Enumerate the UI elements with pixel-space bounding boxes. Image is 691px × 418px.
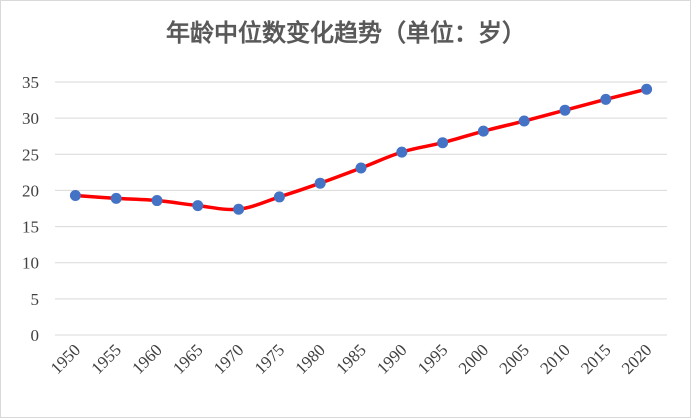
- data-point: [559, 104, 571, 116]
- y-axis-ticks: 0 5 10 15 20 25 30 35: [22, 73, 39, 345]
- data-point: [314, 177, 326, 189]
- y-tick-label: 5: [31, 290, 40, 309]
- y-tick-label: 10: [22, 254, 39, 273]
- x-tick-label: 2000: [455, 340, 492, 377]
- chart-title: 年龄中位数变化趋势（单位：岁）: [166, 18, 526, 47]
- y-tick-label: 35: [22, 73, 39, 92]
- x-tick-label: 1975: [251, 340, 288, 377]
- data-point: [437, 137, 449, 149]
- x-axis-ticks: 1950 1955 1960 1965 1970 1975 1980 1985 1990 1995…: [47, 340, 656, 377]
- data-point: [110, 192, 122, 204]
- y-tick-label: 20: [22, 181, 39, 200]
- data-point: [151, 195, 163, 207]
- data-point: [600, 93, 612, 105]
- x-tick-label: 2005: [496, 340, 533, 377]
- x-tick-label: 1970: [210, 340, 247, 377]
- data-point: [273, 191, 285, 203]
- gridlines: [55, 81, 667, 336]
- data-point: [233, 203, 245, 215]
- x-tick-label: 1990: [373, 340, 410, 377]
- data-point: [641, 83, 653, 95]
- data-point: [192, 200, 204, 212]
- y-tick-label: 0: [31, 326, 40, 345]
- data-point: [477, 125, 489, 137]
- data-point: [355, 162, 367, 174]
- x-tick-label: 2015: [577, 340, 614, 377]
- x-tick-label: 1950: [47, 340, 84, 377]
- y-tick-label: 15: [22, 218, 39, 237]
- x-tick-label: 2020: [618, 340, 655, 377]
- x-tick-label: 1955: [88, 340, 125, 377]
- x-tick-label: 1965: [169, 340, 206, 377]
- y-tick-label: 30: [22, 109, 39, 128]
- data-point: [69, 189, 81, 201]
- y-tick-label: 25: [22, 145, 39, 164]
- x-tick-label: 1985: [332, 340, 369, 377]
- x-tick-label: 2010: [536, 340, 573, 377]
- data-point: [518, 115, 530, 127]
- x-tick-label: 1960: [128, 340, 165, 377]
- x-tick-label: 1995: [414, 340, 451, 377]
- x-tick-label: 1980: [292, 340, 329, 377]
- series-layer: [69, 83, 653, 215]
- data-point: [396, 146, 408, 158]
